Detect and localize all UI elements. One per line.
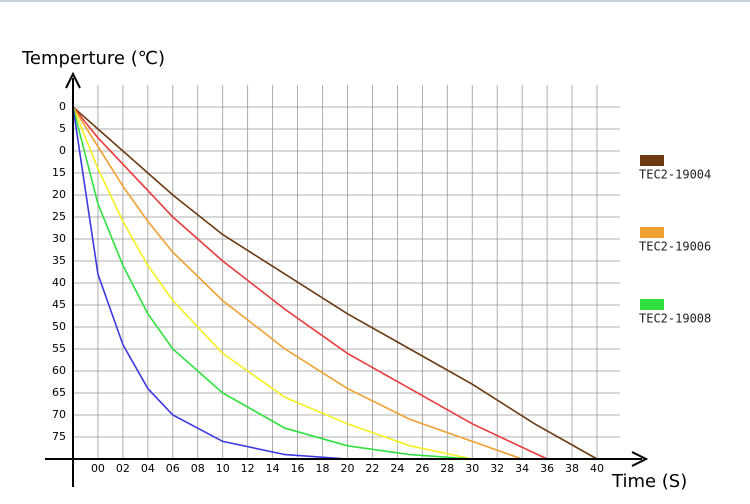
- y-tick-label: 25: [52, 210, 66, 223]
- legend: TEC2-19004 TEC2-19006 TEC2-19008: [639, 155, 711, 326]
- y-tick-label: 65: [52, 386, 66, 399]
- series-line: [72, 106, 598, 460]
- y-tick-label: 30: [52, 232, 66, 245]
- y-tick-label: 15: [52, 166, 66, 179]
- y-tick-label: 70: [52, 408, 66, 421]
- y-tick-label: 50: [52, 320, 66, 333]
- series-line: [72, 106, 548, 460]
- y-tick-label: 60: [52, 364, 66, 377]
- y-axis-label: Temperture (℃): [21, 48, 165, 69]
- x-tick-label: 02: [116, 462, 130, 475]
- lines: [72, 106, 598, 460]
- grid: [73, 85, 620, 459]
- x-tick-label: 00: [91, 462, 105, 475]
- series-line: [72, 106, 473, 460]
- series-line: [72, 106, 373, 460]
- y-tick-label: 40: [52, 276, 66, 289]
- legend-label: TEC2-19008: [639, 312, 711, 326]
- x-tick-label: 36: [540, 462, 554, 475]
- x-tick-label: 20: [340, 462, 354, 475]
- x-tick-label: 22: [365, 462, 379, 475]
- y-tick-label: 5: [59, 122, 66, 135]
- series-line: [72, 106, 473, 460]
- y-tick-label: 0: [59, 144, 66, 157]
- x-axis-label: Time (S): [611, 471, 687, 492]
- legend-swatch: [640, 299, 664, 310]
- x-tick-label: 06: [166, 462, 180, 475]
- y-tick-label: 75: [52, 430, 66, 443]
- y-arrow: [65, 71, 81, 89]
- x-arrow: [631, 451, 649, 467]
- x-tick-label: 18: [316, 462, 330, 475]
- x-tick-label: 28: [440, 462, 454, 475]
- x-tick-label: 14: [266, 462, 280, 475]
- x-tick-label: 32: [490, 462, 504, 475]
- y-tick-label: 0: [59, 100, 66, 113]
- y-tick-label: 55: [52, 342, 66, 355]
- legend-swatch: [640, 227, 664, 238]
- x-tick-label: 40: [590, 462, 604, 475]
- x-tick-label: 08: [191, 462, 205, 475]
- series-line: [72, 106, 523, 460]
- legend-label: TEC2-19006: [639, 240, 711, 254]
- x-tick-label: 10: [216, 462, 230, 475]
- y-tick-label: 35: [52, 254, 66, 267]
- x-tick-label: 16: [291, 462, 305, 475]
- x-tick-label: 26: [415, 462, 429, 475]
- top-border: [0, 0, 750, 2]
- axes: [45, 71, 649, 487]
- x-tick-label: 38: [565, 462, 579, 475]
- x-tick-label: 34: [515, 462, 529, 475]
- x-tick-label: 12: [241, 462, 255, 475]
- x-tick-label: 04: [141, 462, 155, 475]
- y-tick-label: 20: [52, 188, 66, 201]
- legend-label: TEC2-19004: [639, 168, 711, 182]
- x-tick-label: 24: [390, 462, 404, 475]
- legend-swatch: [640, 155, 664, 166]
- y-tick-label: 45: [52, 298, 66, 311]
- x-tick-label: 30: [465, 462, 479, 475]
